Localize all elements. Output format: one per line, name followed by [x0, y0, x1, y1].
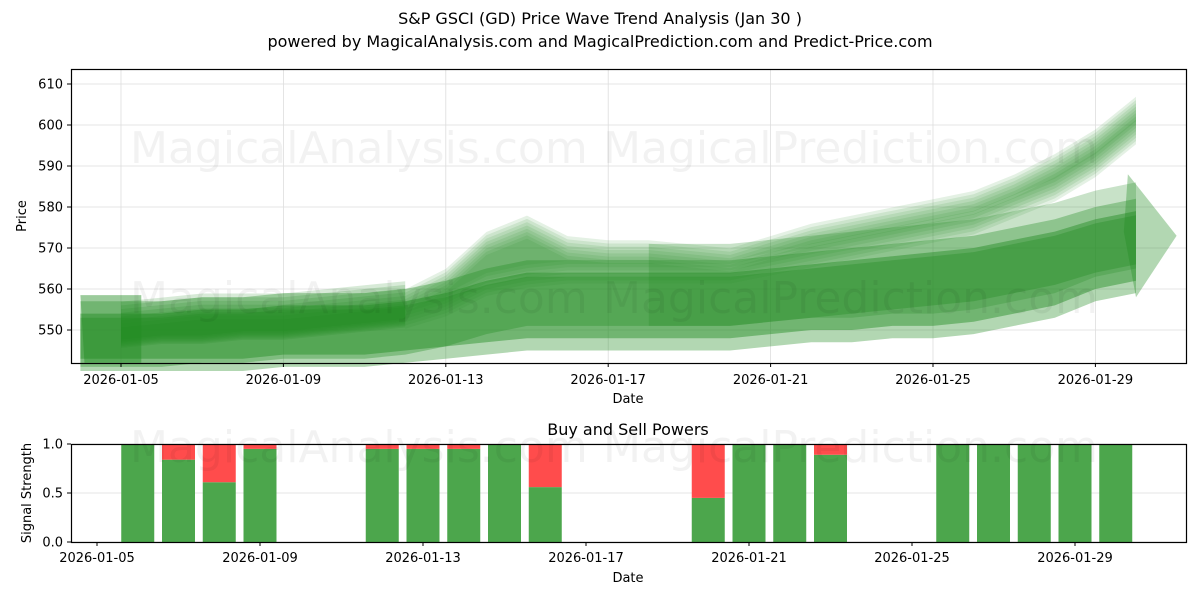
buy-bar	[243, 448, 277, 542]
wave-band	[405, 116, 1136, 326]
wave-band	[121, 307, 406, 349]
wave-band	[121, 284, 406, 341]
wave-band	[80, 198, 1136, 371]
wave-band	[121, 303, 406, 347]
sell-bar	[528, 444, 562, 488]
sell-bar	[447, 444, 481, 449]
wave-band	[121, 288, 406, 342]
wave-band	[405, 103, 1136, 313]
wave-band	[80, 215, 1136, 367]
x-tick-label: 2026-01-05	[59, 551, 135, 566]
x-tick-label: 2026-01-09	[246, 373, 322, 388]
price-plot-frame	[70, 68, 1188, 365]
x-tick-label: 2026-01-17	[570, 373, 646, 388]
price-x-label: Date	[612, 392, 643, 407]
wave-band	[80, 295, 142, 363]
x-tick-label: 2026-01-13	[408, 373, 484, 388]
buy-bar	[936, 444, 970, 542]
signal-axes: 0.0 0.5 1.0 2026-01-05 2026-01-09 2026-01-13 2…	[42, 438, 1112, 567]
wave-band	[405, 119, 1136, 329]
watermark-analysis-2: MagicalAnalysis.com	[130, 273, 588, 324]
signal-x-label: Date	[612, 571, 643, 586]
x-tick-label: 2026-01-21	[711, 551, 787, 566]
wave-band	[405, 106, 1136, 316]
y-tick-label: 1.0	[42, 438, 63, 453]
wave-band	[648, 182, 1136, 326]
chart-subtitle: powered by MagicalAnalysis.com and Magic…	[267, 32, 933, 51]
x-tick-label: 2026-01-25	[895, 373, 971, 388]
x-tick-label: 2026-01-13	[385, 551, 461, 566]
buy-bar	[773, 444, 807, 542]
buy-bar	[365, 448, 399, 542]
watermark-analysis: MagicalAnalysis.com	[130, 123, 588, 174]
price-y-label: Price	[15, 200, 30, 232]
y-tick-label: 550	[38, 324, 63, 339]
sell-bar	[202, 444, 236, 483]
buy-bar	[1017, 444, 1051, 542]
buy-bar	[1058, 444, 1092, 542]
watermark-prediction-3: MagicalPrediction.com	[603, 422, 1098, 473]
buy-bar	[406, 448, 440, 542]
buy-bar	[202, 482, 236, 542]
watermark-prediction: MagicalPrediction.com	[603, 123, 1098, 174]
buy-bar	[691, 497, 725, 542]
wave-band	[405, 99, 1136, 310]
y-tick-label: 610	[38, 78, 63, 93]
y-tick-label: 600	[38, 119, 63, 134]
buy-bar	[1099, 444, 1133, 542]
buy-bar	[814, 454, 847, 542]
wave-band	[405, 113, 1136, 323]
y-tick-label: 580	[38, 201, 63, 216]
price-axes: 550 560 570 580 590 600 610 2026-01-05 2026-01-0…	[38, 78, 1133, 389]
y-tick-label: 590	[38, 160, 63, 175]
signal-plot-frame	[70, 443, 1188, 544]
wave-band	[80, 211, 1136, 359]
buy-bar	[162, 459, 195, 542]
x-tick-label: 2026-01-05	[83, 373, 159, 388]
price-wave-bands	[80, 96, 1177, 371]
x-tick-label: 2026-01-09	[222, 551, 298, 566]
sell-bar	[243, 444, 277, 449]
y-tick-label: 0.0	[42, 536, 63, 551]
wave-band	[121, 295, 406, 345]
buy-bar	[121, 444, 155, 542]
x-tick-label: 2026-01-29	[1058, 373, 1134, 388]
x-tick-label: 2026-01-21	[733, 373, 809, 388]
chart-title: S&P GSCI (GD) Price Wave Trend Analysis …	[398, 9, 802, 28]
sell-bar	[406, 444, 440, 449]
buy-bar	[732, 444, 766, 542]
y-tick-label: 570	[38, 242, 63, 257]
x-tick-label: 2026-01-17	[548, 551, 624, 566]
x-tick-label: 2026-01-25	[874, 551, 950, 566]
buy-bar	[977, 444, 1010, 542]
y-tick-label: 0.5	[42, 487, 63, 502]
buy-bar	[528, 487, 562, 542]
signal-chart-title: Buy and Sell Powers	[547, 420, 709, 439]
wave-band	[121, 281, 406, 340]
sell-bar	[691, 444, 725, 498]
watermark-analysis-3: MagicalAnalysis.com	[130, 422, 588, 473]
buy-bar	[488, 444, 521, 542]
watermark-prediction-2: MagicalPrediction.com	[603, 273, 1098, 324]
price-grid	[72, 70, 1186, 363]
wave-band	[121, 299, 406, 346]
sell-bar	[162, 444, 195, 460]
buy-bar	[447, 448, 481, 542]
signal-y-label: Signal Strength	[20, 443, 35, 543]
wave-band	[405, 109, 1136, 319]
x-tick-label: 2026-01-29	[1037, 551, 1113, 566]
wave-band	[1123, 174, 1177, 298]
y-tick-label: 560	[38, 283, 63, 298]
sell-bar	[365, 444, 399, 449]
wave-band	[121, 292, 406, 344]
sell-bar	[814, 444, 847, 455]
signal-bars	[121, 444, 1133, 542]
wave-band	[405, 96, 1136, 306]
